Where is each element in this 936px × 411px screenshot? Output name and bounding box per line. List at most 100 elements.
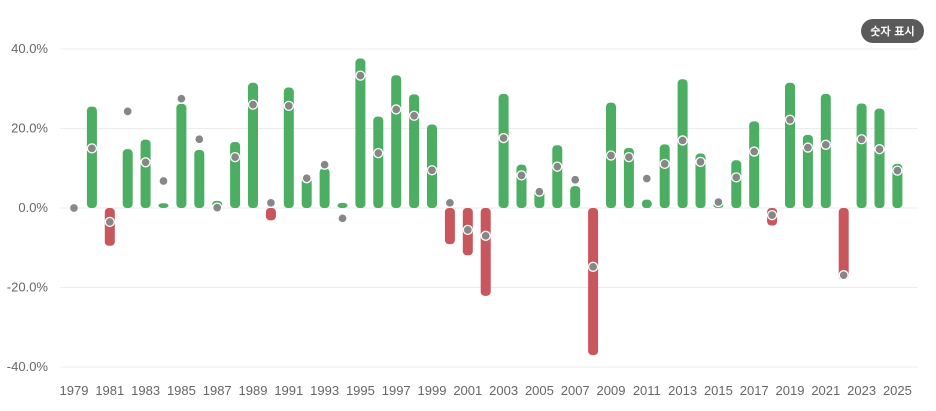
x-tick-label: 2007 (561, 383, 590, 398)
marker-2006 (552, 161, 563, 172)
x-tick-label: 1979 (60, 383, 89, 398)
x-tick-label: 1995 (346, 383, 375, 398)
marker-2008 (587, 261, 599, 272)
x-tick-label: 2025 (883, 383, 912, 398)
bar-1990 (265, 208, 276, 221)
marker-1992 (301, 173, 312, 184)
y-tick-label: 20.0% (11, 121, 48, 136)
marker-2005 (534, 186, 545, 197)
bar-1985 (176, 103, 187, 208)
marker-2023 (856, 134, 867, 145)
marker-2002 (480, 230, 491, 241)
x-tick-label: 1987 (203, 383, 232, 398)
bar-1998 (409, 94, 420, 208)
bar-1995 (355, 58, 366, 208)
marker-2011 (641, 173, 652, 184)
bar-2020 (802, 134, 813, 208)
marker-1979 (68, 202, 80, 214)
bar-2016 (731, 160, 742, 208)
bar-2021 (820, 93, 831, 208)
marker-2017 (749, 146, 760, 157)
marker-1983 (140, 157, 151, 168)
x-tick-label: 2001 (453, 383, 482, 398)
y-tick-label: -20.0% (7, 280, 49, 295)
bar-2002 (480, 208, 491, 296)
bar-1982 (122, 149, 133, 208)
bar-1993 (319, 168, 330, 208)
marker-1986 (194, 134, 205, 145)
marker-1985 (176, 93, 187, 104)
marker-1994 (337, 213, 348, 224)
marker-2000 (444, 197, 456, 208)
marker-2021 (820, 139, 831, 150)
marker-2025 (892, 165, 903, 176)
x-tick-label: 2021 (811, 383, 840, 398)
x-tick-label: 2015 (704, 383, 733, 398)
x-axis-tick-labels: 1979 1981 1983 1985 1987 1989 1991 1993 1995 1997… (60, 383, 912, 398)
markers (68, 70, 903, 281)
marker-2016 (731, 172, 742, 183)
marker-1982 (122, 106, 133, 117)
marker-1997 (391, 104, 402, 115)
x-tick-label: 2013 (668, 383, 697, 398)
marker-2020 (802, 142, 814, 153)
y-tick-label: 0.0% (18, 200, 48, 215)
x-tick-label: 2017 (740, 383, 769, 398)
x-tick-label: 2003 (489, 383, 518, 398)
bar-2011 (641, 199, 652, 208)
bar-1994 (337, 202, 348, 208)
bar-2014 (695, 153, 706, 208)
marker-1993 (319, 159, 330, 170)
bar-1992 (301, 177, 312, 208)
marker-1996 (373, 147, 384, 159)
bar-1986 (194, 149, 205, 208)
bar-2000 (444, 208, 455, 245)
show-values-button[interactable]: 숫자 표시 (861, 19, 924, 43)
bar-1991 (283, 87, 294, 208)
x-tick-label: 2005 (525, 383, 554, 398)
bar-2012 (659, 144, 670, 208)
bar-2024 (874, 108, 885, 208)
marker-2014 (695, 156, 706, 168)
x-tick-label: 2023 (847, 383, 876, 398)
bars (86, 58, 903, 356)
bar-2008 (588, 208, 599, 356)
bar-2006 (552, 145, 563, 208)
y-tick-label: 40.0% (11, 41, 48, 56)
bar-1997 (391, 75, 402, 208)
marker-2001 (462, 224, 473, 236)
marker-2010 (623, 151, 635, 163)
bar-2019 (785, 82, 795, 208)
marker-1995 (355, 70, 366, 81)
x-tick-label: 2011 (633, 383, 661, 398)
x-tick-label: 2009 (597, 383, 626, 398)
bar-2017 (749, 121, 760, 208)
bar-2010 (623, 147, 634, 208)
marker-1980 (86, 143, 98, 154)
marker-1987 (212, 202, 223, 213)
bar-1989 (248, 82, 258, 208)
marker-1991 (283, 100, 294, 111)
bar-2003 (498, 93, 509, 208)
marker-2015 (713, 196, 724, 208)
x-tick-label: 1983 (131, 383, 160, 398)
marker-1999 (426, 165, 438, 176)
marker-1998 (408, 110, 420, 121)
x-tick-label: 1985 (167, 383, 196, 398)
marker-2024 (874, 144, 885, 155)
x-tick-label: 1991 (274, 383, 303, 398)
bar-1984 (158, 203, 169, 208)
marker-2007 (570, 174, 581, 185)
bar-1983 (140, 139, 151, 208)
x-tick-label: 1999 (418, 383, 447, 398)
marker-1990 (265, 197, 277, 208)
x-tick-label: 1993 (310, 383, 339, 398)
bar-1996 (373, 116, 384, 208)
marker-2012 (659, 158, 670, 170)
x-tick-label: 1989 (239, 383, 268, 398)
marker-1989 (247, 99, 259, 110)
bar-1988 (230, 142, 241, 208)
bar-2007 (570, 186, 581, 208)
x-tick-label: 2019 (776, 383, 805, 398)
